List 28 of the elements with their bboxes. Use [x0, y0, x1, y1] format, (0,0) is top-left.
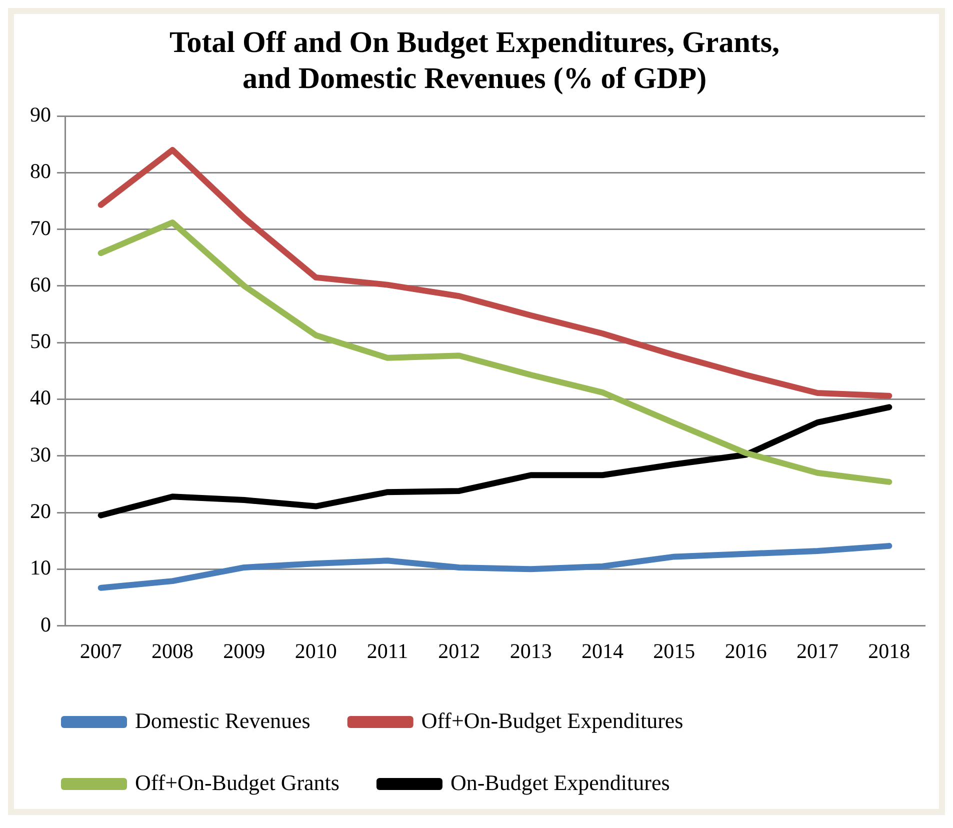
x-tick-label: 2012	[438, 638, 480, 663]
y-tick-label: 60	[30, 272, 51, 296]
y-tick-label: 40	[30, 386, 51, 410]
y-tick-label: 0	[40, 612, 51, 636]
y-tick-label: 50	[30, 329, 51, 354]
legend-label: Off+On-Budget Grants	[135, 770, 340, 795]
x-tick-label: 2008	[152, 638, 194, 663]
x-tick-label: 2011	[366, 638, 408, 663]
y-tick-label: 20	[30, 499, 51, 524]
x-tick-label: 2010	[294, 638, 337, 663]
y-tick-label: 70	[30, 216, 51, 240]
x-tick-label: 2018	[868, 638, 910, 663]
x-tick-label: 2016	[724, 638, 767, 663]
x-tick-label: 2015	[653, 638, 696, 663]
x-tick-label: 2007	[80, 638, 122, 663]
y-tick-label: 90	[30, 102, 51, 127]
x-tick-label: 2009	[223, 638, 266, 663]
y-tick-label: 10	[30, 556, 51, 580]
y-tick-label: 30	[30, 442, 51, 466]
x-tick-label: 2013	[510, 638, 552, 663]
text: Total Off and On Budget Expenditures, Grants,	[169, 26, 780, 59]
legend-label: Domestic Revenues	[135, 708, 310, 733]
text: and Domestic Revenues (% of GDP)	[242, 62, 707, 95]
x-tick-label: 2014	[582, 638, 624, 663]
legend-label: On-Budget Expenditures	[450, 770, 670, 795]
y-tick-label: 80	[30, 159, 51, 184]
legend-label: Off+On-Budget Expenditures	[421, 708, 684, 733]
x-tick-label: 2017	[796, 638, 838, 663]
